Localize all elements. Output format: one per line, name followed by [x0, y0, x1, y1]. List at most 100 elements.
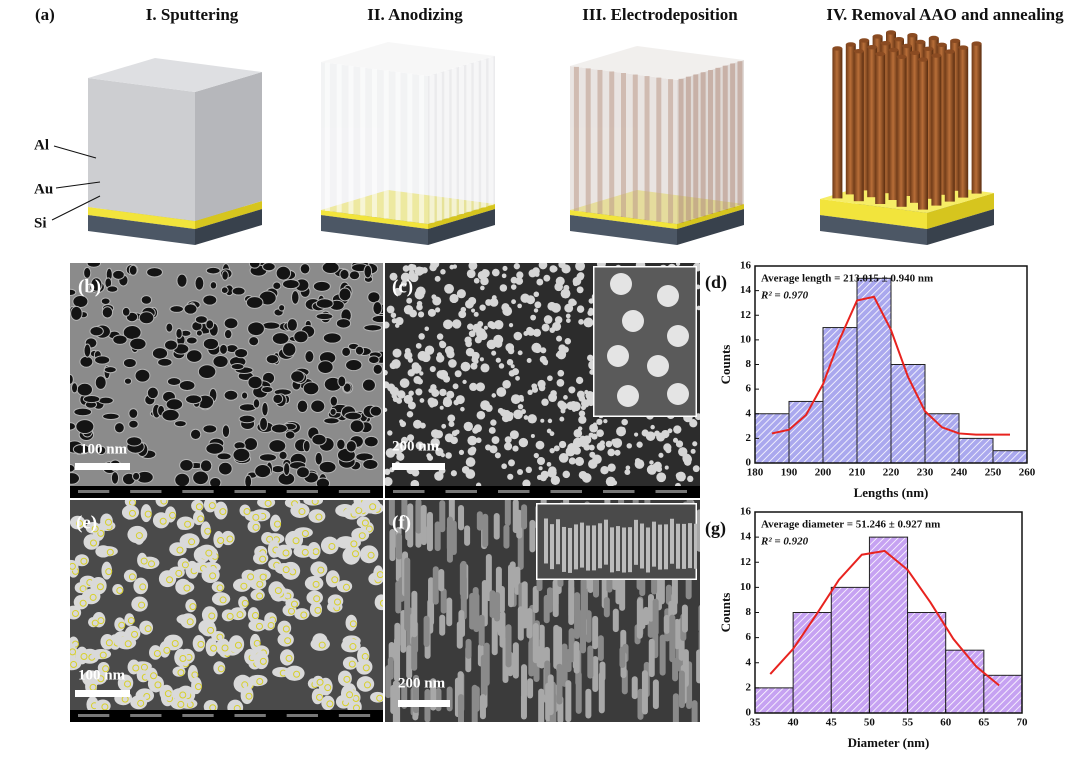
marker: [209, 572, 217, 580]
particle: [658, 452, 664, 458]
particle: [262, 618, 276, 631]
particle: [97, 661, 110, 674]
pore: [205, 442, 225, 455]
pore: [310, 399, 326, 414]
nanorod: [538, 688, 545, 722]
particle: [511, 299, 517, 305]
particle: [527, 414, 537, 424]
pore: [221, 424, 231, 438]
particle: [683, 458, 692, 466]
nanorod: [404, 593, 411, 631]
bar: [754, 413, 790, 464]
particle: [444, 283, 454, 294]
pore: [166, 377, 182, 386]
particle: [180, 613, 197, 629]
particle: [450, 436, 458, 445]
nanorod-top: [894, 37, 904, 42]
nanorod: [573, 641, 580, 674]
particle: [620, 426, 626, 432]
marker: [328, 542, 336, 550]
pore: [261, 385, 274, 394]
marker: [124, 640, 132, 648]
marker: [241, 599, 249, 607]
particle: [201, 606, 218, 624]
nanorod: [672, 693, 679, 722]
particle: [325, 570, 340, 588]
pore: [302, 439, 311, 453]
particle: [526, 295, 536, 305]
particle: [213, 661, 226, 675]
particle: [462, 379, 467, 385]
face: [927, 209, 994, 245]
particle: [385, 369, 388, 376]
panel-label: (g): [705, 518, 726, 539]
pore: [268, 439, 287, 453]
nanorod: [401, 500, 408, 530]
nanorod: [599, 661, 606, 682]
particle: [502, 306, 513, 316]
particle: [575, 263, 586, 272]
pore: [146, 386, 159, 400]
particle: [256, 571, 267, 582]
nanorod: [479, 694, 486, 720]
nanorod: [464, 525, 471, 546]
pore: [128, 419, 139, 429]
particle: [547, 375, 553, 382]
nanorod-top: [845, 42, 856, 47]
pore: [336, 64, 342, 213]
marker: [80, 653, 88, 661]
nanorod: [446, 597, 453, 627]
particle: [396, 390, 406, 399]
pore: [243, 437, 259, 451]
marker: [179, 691, 187, 699]
particle: [536, 278, 544, 286]
marker: [97, 675, 105, 683]
marker: [208, 502, 216, 510]
y-tick-label: 10: [740, 581, 752, 593]
pore: [197, 364, 217, 380]
marker: [118, 621, 126, 629]
particle: [174, 648, 188, 667]
nanorod: [432, 566, 439, 605]
particle: [540, 418, 545, 423]
particle: [566, 401, 576, 411]
particle: [547, 418, 553, 424]
pore: [342, 382, 352, 393]
particle: [448, 421, 455, 428]
pore: [329, 407, 337, 416]
particle: [584, 389, 589, 395]
particle: [448, 359, 457, 368]
pore: [169, 305, 185, 313]
particle: [675, 472, 683, 480]
particle: [522, 479, 531, 486]
particle: [240, 686, 254, 705]
particle: [169, 542, 187, 557]
particle: [395, 323, 400, 328]
marker: [259, 555, 267, 563]
particle: [527, 328, 535, 336]
pore: [363, 264, 373, 279]
marker: [312, 580, 320, 588]
particle: [523, 415, 529, 420]
nanorod-top: [915, 39, 926, 45]
particle: [467, 447, 476, 456]
y-tick-label: 12: [740, 309, 752, 321]
pore: [278, 304, 286, 312]
scale-bar-label: 200 nm: [398, 675, 446, 691]
marker: [184, 520, 192, 528]
particle: [564, 337, 572, 345]
nanorod: [616, 526, 620, 572]
pore: [345, 440, 357, 453]
pore: [259, 416, 269, 431]
marker: [243, 508, 251, 516]
particle: [532, 328, 542, 337]
particle: [537, 456, 546, 466]
nanorod: [597, 635, 604, 662]
particle: [475, 437, 482, 444]
marker: [71, 610, 79, 618]
pore: [293, 330, 309, 344]
marker: [188, 538, 196, 546]
pore: [110, 471, 120, 485]
particle: [285, 598, 300, 609]
nanorod: [434, 521, 441, 552]
